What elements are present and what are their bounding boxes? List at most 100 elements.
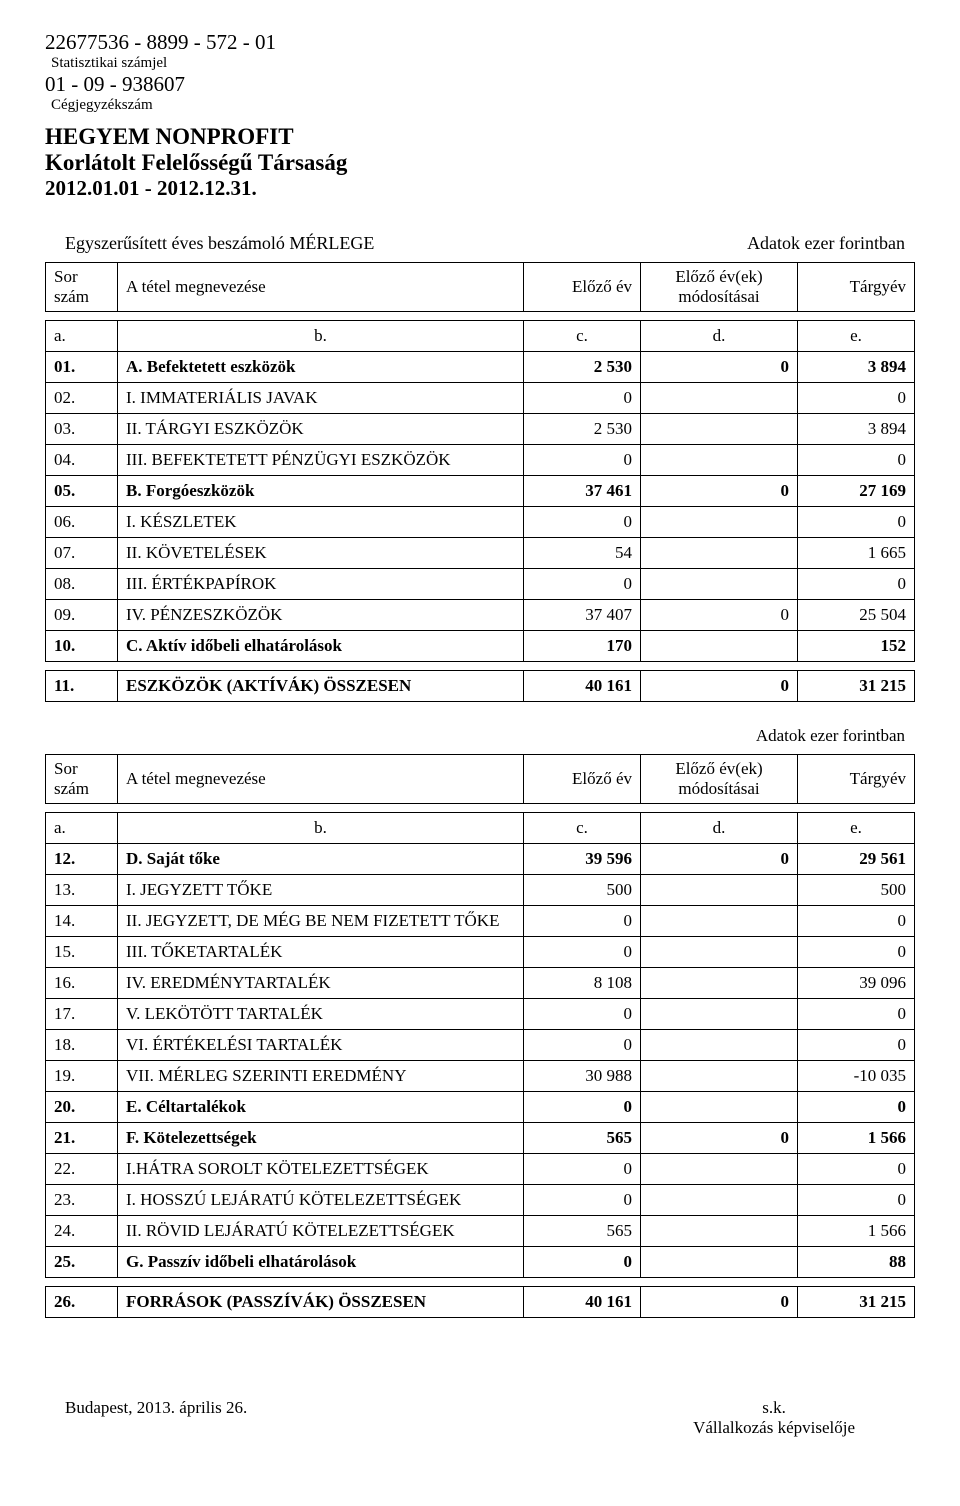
cell-prev: 2 530 — [524, 414, 641, 445]
cell-mod — [641, 937, 798, 968]
liabilities-table: a. b. c. d. e. 12.D. Saját tőke39 596029… — [45, 812, 915, 1278]
cell-num: 12. — [46, 844, 118, 875]
cell-name: II. JEGYZETT, DE MÉG BE NEM FIZETETT TŐK… — [118, 906, 524, 937]
cell-prev: 37 461 — [524, 476, 641, 507]
cell-name: VI. ÉRTÉKELÉSI TARTALÉK — [118, 1030, 524, 1061]
cell-cur: 0 — [798, 906, 915, 937]
period: 2012.01.01 - 2012.12.31. — [45, 176, 915, 201]
cell-num: 20. — [46, 1092, 118, 1123]
table-row: 23.I. HOSSZÚ LEJÁRATÚ KÖTELEZETTSÉGEK00 — [46, 1185, 915, 1216]
cell-mod — [641, 569, 798, 600]
cell-num: 19. — [46, 1061, 118, 1092]
cell-prev: 500 — [524, 875, 641, 906]
cell-mod — [641, 906, 798, 937]
footer-signer: Vállalkozás képviselője — [693, 1418, 855, 1438]
cell-cur: 0 — [798, 937, 915, 968]
cell-num: 26. — [46, 1287, 118, 1318]
cell-prev: 0 — [524, 1092, 641, 1123]
header-row: Sor szám A tétel megnevezése Előző év El… — [46, 263, 915, 312]
cell-num: 14. — [46, 906, 118, 937]
liabilities-header-table: Sor szám A tétel megnevezése Előző év El… — [45, 754, 915, 804]
assets-header-table: Sor szám A tétel megnevezése Előző év El… — [45, 262, 915, 312]
cell-name: FORRÁSOK (PASSZÍVÁK) ÖSSZESEN — [118, 1287, 524, 1318]
cell-name: II. KÖVETELÉSEK — [118, 538, 524, 569]
cell-prev: 54 — [524, 538, 641, 569]
table-row: 01.A. Befektetett eszközök2 53003 894 — [46, 352, 915, 383]
cell-cur: 31 215 — [798, 671, 915, 702]
cell-prev: 40 161 — [524, 671, 641, 702]
table-row: 12.D. Saját tőke39 596029 561 — [46, 844, 915, 875]
cell-cur: 39 096 — [798, 968, 915, 999]
cell-cur: 3 894 — [798, 414, 915, 445]
letter-e: e. — [798, 321, 915, 352]
letter-a: a. — [46, 321, 118, 352]
cell-name: IV. PÉNZESZKÖZÖK — [118, 600, 524, 631]
cell-num: 09. — [46, 600, 118, 631]
table-row: 06.I. KÉSZLETEK00 — [46, 507, 915, 538]
cell-prev: 40 161 — [524, 1287, 641, 1318]
cell-mod — [641, 1185, 798, 1216]
cell-name: I. IMMATERIÁLIS JAVAK — [118, 383, 524, 414]
cell-mod — [641, 999, 798, 1030]
cell-prev: 0 — [524, 999, 641, 1030]
cell-name: III. BEFEKTETETT PÉNZÜGYI ESZKÖZÖK — [118, 445, 524, 476]
col-name: A tétel megnevezése — [118, 263, 524, 312]
table-row: 22.I.HÁTRA SOROLT KÖTELEZETTSÉGEK00 — [46, 1154, 915, 1185]
report-units: Adatok ezer forintban — [747, 233, 905, 254]
cell-cur: 152 — [798, 631, 915, 662]
table-row: 09.IV. PÉNZESZKÖZÖK37 407025 504 — [46, 600, 915, 631]
cell-mod: 0 — [641, 671, 798, 702]
assets-total-table: 11. ESZKÖZÖK (AKTÍVÁK) ÖSSZESEN 40 161 0… — [45, 670, 915, 702]
cell-num: 13. — [46, 875, 118, 906]
cell-name: C. Aktív időbeli elhatárolások — [118, 631, 524, 662]
cell-cur: 0 — [798, 569, 915, 600]
cell-num: 21. — [46, 1123, 118, 1154]
cell-cur: 3 894 — [798, 352, 915, 383]
company-name: HEGYEM NONPROFIT — [45, 124, 915, 150]
cell-cur: 0 — [798, 383, 915, 414]
cell-mod — [641, 875, 798, 906]
report-title-row: Egyszerűsített éves beszámoló MÉRLEGE Ad… — [65, 233, 905, 254]
table-row: 13.I. JEGYZETT TŐKE500500 — [46, 875, 915, 906]
letters-row-2: a. b. c. d. e. — [46, 813, 915, 844]
cell-prev: 0 — [524, 937, 641, 968]
footer-sk: s.k. — [693, 1398, 855, 1418]
cell-prev: 565 — [524, 1216, 641, 1247]
report-units-2: Adatok ezer forintban — [756, 726, 905, 746]
cell-prev: 0 — [524, 1154, 641, 1185]
cell-name: I. JEGYZETT TŐKE — [118, 875, 524, 906]
letter-b: b. — [118, 321, 524, 352]
cell-mod — [641, 1092, 798, 1123]
letter-a-2: a. — [46, 813, 118, 844]
cell-cur: 88 — [798, 1247, 915, 1278]
cell-num: 23. — [46, 1185, 118, 1216]
cell-name: I. KÉSZLETEK — [118, 507, 524, 538]
col-sor-2: Sor szám — [46, 755, 118, 804]
table-row: 20.E. Céltartalékok00 — [46, 1092, 915, 1123]
cell-cur: 27 169 — [798, 476, 915, 507]
cell-cur: 29 561 — [798, 844, 915, 875]
cell-name: I.HÁTRA SOROLT KÖTELEZETTSÉGEK — [118, 1154, 524, 1185]
cell-num: 17. — [46, 999, 118, 1030]
table-row: 15.III. TŐKETARTALÉK00 — [46, 937, 915, 968]
cell-mod — [641, 507, 798, 538]
letter-e-2: e. — [798, 813, 915, 844]
cell-prev: 0 — [524, 1030, 641, 1061]
col-cur-2: Tárgyév — [798, 755, 915, 804]
cell-name: ESZKÖZÖK (AKTÍVÁK) ÖSSZESEN — [118, 671, 524, 702]
cell-prev: 0 — [524, 445, 641, 476]
table-row: 17.V. LEKÖTÖTT TARTALÉK00 — [46, 999, 915, 1030]
cell-prev: 2 530 — [524, 352, 641, 383]
col-sor: Sor szám — [46, 263, 118, 312]
cell-num: 22. — [46, 1154, 118, 1185]
cell-cur: 0 — [798, 999, 915, 1030]
table-row: 08.III. ÉRTÉKPAPÍROK00 — [46, 569, 915, 600]
col-mod: Előző év(ek) módosításai — [641, 263, 798, 312]
cell-name: I. HOSSZÚ LEJÁRATÚ KÖTELEZETTSÉGEK — [118, 1185, 524, 1216]
cell-num: 04. — [46, 445, 118, 476]
table-row: 14.II. JEGYZETT, DE MÉG BE NEM FIZETETT … — [46, 906, 915, 937]
cell-name: F. Kötelezettségek — [118, 1123, 524, 1154]
cell-prev: 0 — [524, 1185, 641, 1216]
table-row: 07.II. KÖVETELÉSEK541 665 — [46, 538, 915, 569]
cell-prev: 0 — [524, 383, 641, 414]
